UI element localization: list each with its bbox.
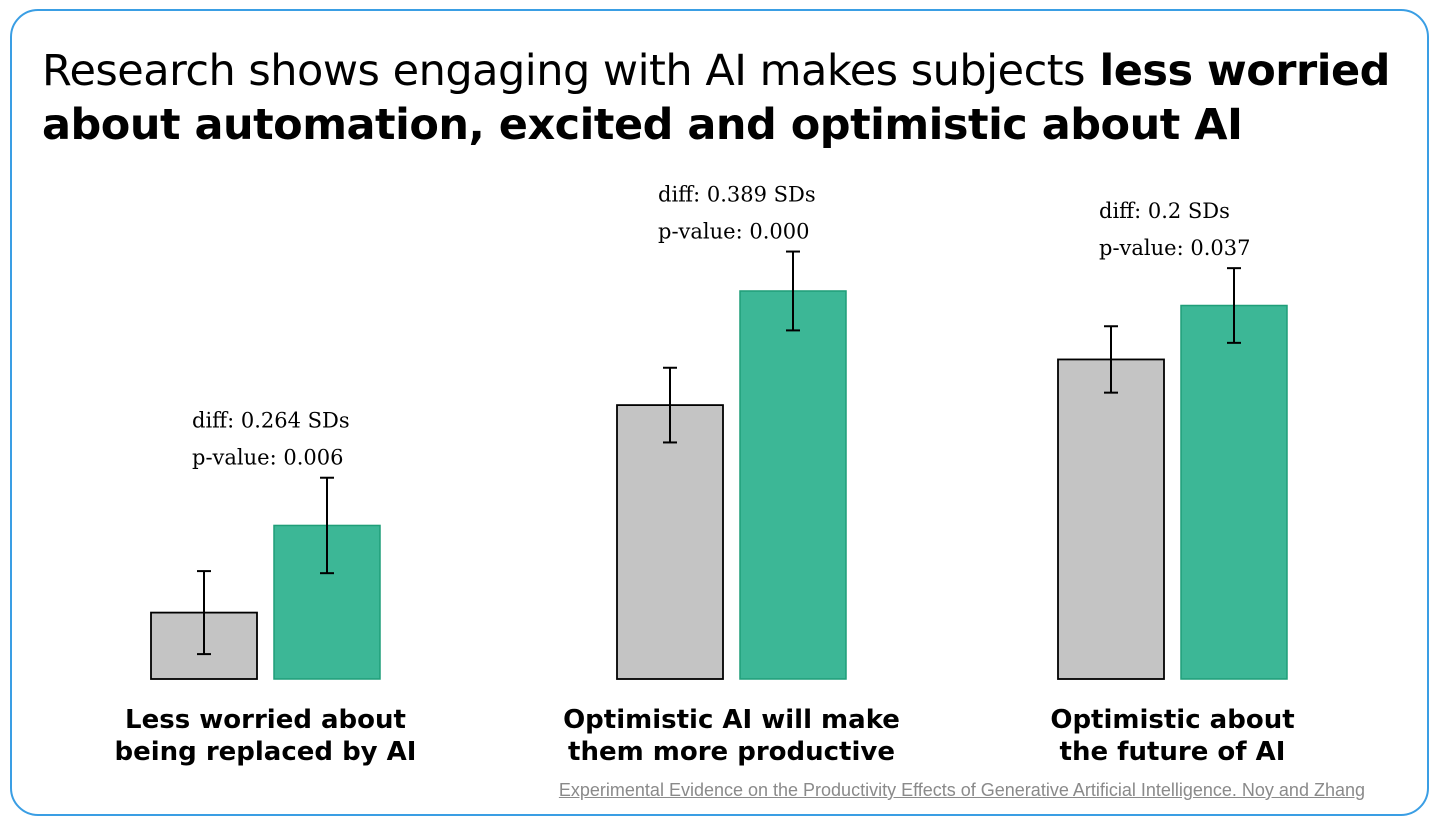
- p-value-annotation: p-value: 0.000: [658, 220, 809, 244]
- control-bar: [1057, 358, 1165, 680]
- category-label: being replaced by AI: [115, 737, 417, 767]
- diff-annotation: diff: 0.264 SDs: [192, 409, 350, 433]
- diff-annotation: diff: 0.389 SDs: [658, 183, 816, 207]
- title-emphasis: less worried about automation, excited a…: [42, 46, 1390, 150]
- treatment-bar: [739, 290, 847, 680]
- slide-title: Research shows engaging with AI makes su…: [42, 44, 1432, 152]
- title-lead: Research shows engaging with AI makes su…: [42, 46, 1085, 96]
- p-value-annotation: p-value: 0.006: [192, 446, 343, 470]
- treatment-bar: [1180, 304, 1288, 680]
- diff-annotation: diff: 0.2 SDs: [1099, 199, 1230, 223]
- category-label: them more productive: [568, 737, 895, 767]
- category-label: the future of AI: [1060, 737, 1286, 767]
- category-label: Less worried about: [125, 705, 406, 735]
- category-label: Optimistic AI will make: [563, 705, 900, 735]
- category-label: Optimistic about: [1050, 705, 1294, 735]
- p-value-annotation: p-value: 0.037: [1099, 236, 1250, 260]
- source-citation-link[interactable]: Experimental Evidence on the Productivit…: [558, 780, 1365, 800]
- control-bar: [616, 404, 724, 680]
